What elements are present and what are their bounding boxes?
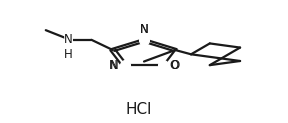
Text: HCl: HCl xyxy=(125,102,151,117)
Text: O: O xyxy=(170,59,180,72)
Text: N: N xyxy=(140,23,148,36)
Text: N: N xyxy=(110,59,118,72)
Text: N: N xyxy=(109,59,118,72)
Text: H: H xyxy=(64,48,73,61)
Text: N: N xyxy=(140,23,148,36)
Text: O: O xyxy=(170,59,179,72)
Text: N: N xyxy=(64,33,73,46)
